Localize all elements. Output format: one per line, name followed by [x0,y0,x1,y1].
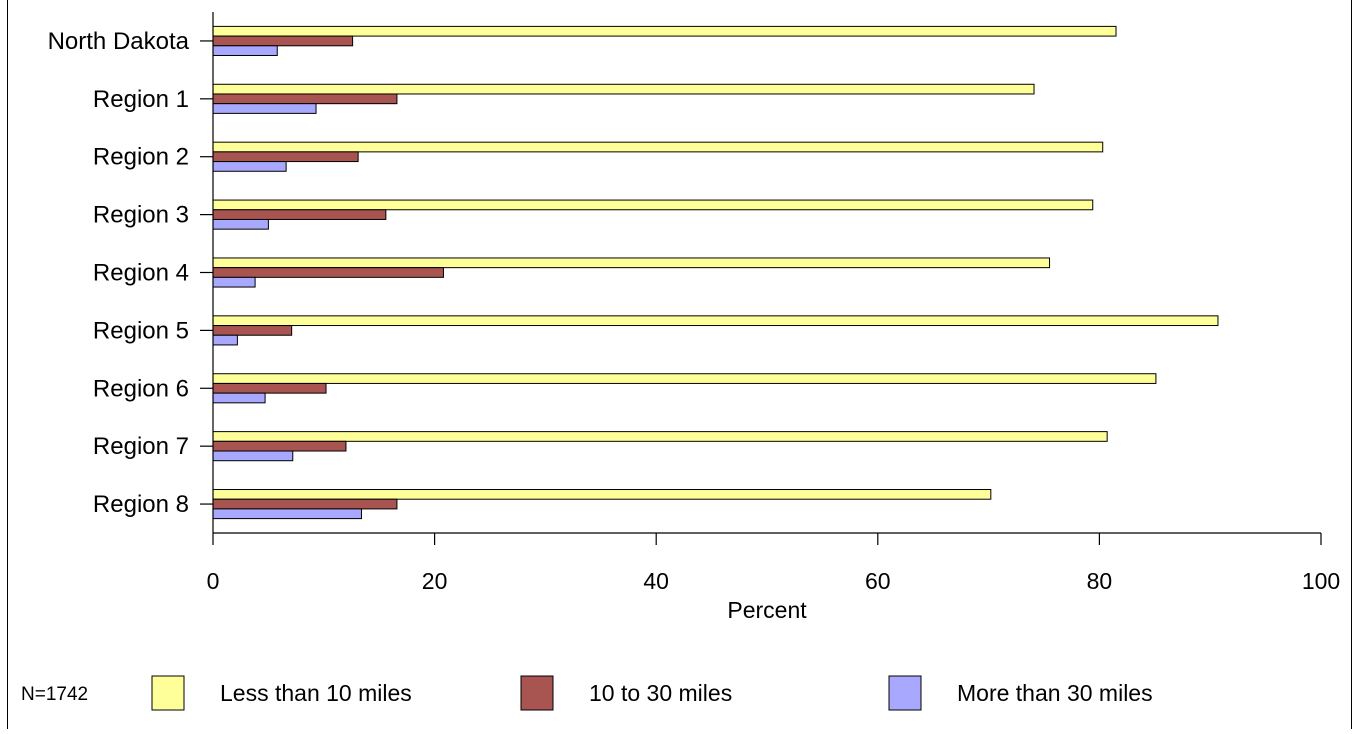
x-tick-label: 80 [1087,568,1113,594]
bar [212,382,327,394]
y-tick-label: North Dakota [48,28,190,55]
bar [212,498,398,510]
bar [212,45,278,56]
bar [212,276,256,288]
y-tick-label: Region 7 [93,433,189,460]
legend-label: More than 30 miles [957,680,1153,706]
bar [212,141,1104,153]
bar [212,431,1108,442]
x-tick-label: 20 [422,568,448,594]
bar [212,103,317,114]
bar [212,450,294,462]
legend-swatch [520,675,554,711]
bar [212,489,992,500]
bar [212,508,362,520]
chart-frame [7,0,1352,734]
x-tick-label: 60 [865,568,891,594]
x-tick-label: 100 [1302,568,1340,594]
bar [212,161,287,172]
bar [212,325,293,336]
y-tick-label: Region 5 [93,317,189,344]
bar [212,392,266,404]
y-tick-label: Region 1 [93,86,189,113]
bar [212,35,354,47]
legend-label: Less than 10 miles [220,680,412,706]
bar [212,93,398,105]
bar [212,151,359,163]
bar [212,209,387,220]
bar [212,267,444,278]
legend-label: 10 to 30 miles [589,680,732,706]
y-tick-label: Region 2 [93,144,189,171]
bar [212,373,1157,384]
sample-size-note: N=1742 [21,684,88,705]
y-tick-label: Region 6 [93,375,189,402]
bar [212,257,1051,269]
bar [212,315,1219,327]
bar [212,25,1117,37]
y-tick-label: Region 8 [93,491,189,518]
bar [212,334,238,346]
x-axis-title: Percent [727,597,807,623]
x-tick-label: 0 [207,568,220,594]
bar [212,440,347,452]
bar [212,199,1094,211]
y-tick-label: Region 3 [93,202,189,229]
y-tick-label: Region 4 [93,260,189,287]
x-tick-label: 40 [643,568,669,594]
bar [212,218,269,230]
legend-swatch [888,675,922,711]
legend-swatch [151,675,185,711]
bar [212,83,1035,95]
